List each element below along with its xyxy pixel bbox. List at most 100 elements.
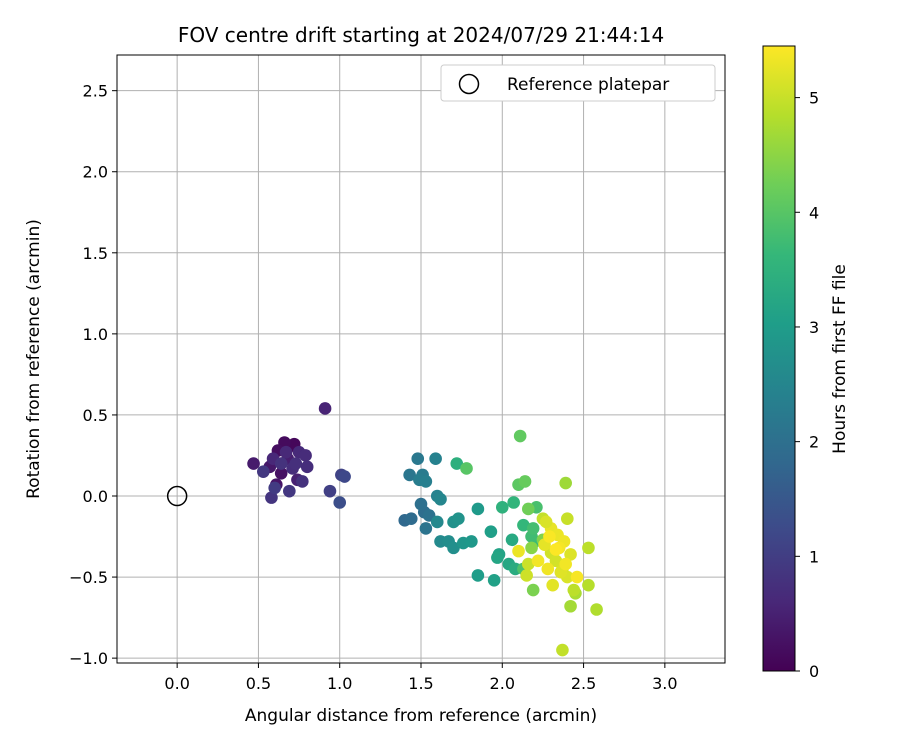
- data-point: [471, 569, 485, 582]
- data-point: [419, 522, 433, 535]
- data-point: [570, 570, 584, 584]
- y-tick-label: 1.5: [83, 244, 108, 263]
- data-point: [414, 497, 428, 511]
- x-axis-ticks: 0.0 0.5 1.0 1.5 2.0 2.5 3.0: [164, 663, 678, 693]
- data-point: [541, 562, 555, 576]
- data-point: [484, 525, 498, 538]
- x-tick-label: 2.0: [490, 674, 515, 693]
- x-tick-label: 0.0: [164, 674, 189, 693]
- colorbar-tick-label: 3: [809, 318, 819, 337]
- data-point: [531, 554, 545, 568]
- data-point: [543, 530, 556, 543]
- data-point: [549, 543, 563, 556]
- data-point: [465, 535, 478, 548]
- data-point: [265, 491, 278, 504]
- data-point: [559, 557, 572, 571]
- data-point: [556, 643, 569, 657]
- data-point: [512, 544, 525, 558]
- y-tick-label: −1.0: [69, 649, 108, 668]
- data-point: [247, 457, 260, 470]
- data-point: [283, 484, 296, 498]
- colorbar-label: Hours from first FF file: [830, 264, 850, 454]
- y-tick-label: −0.5: [69, 568, 108, 587]
- data-point: [513, 429, 527, 443]
- grid-lines: [117, 55, 725, 663]
- y-tick-label: 2.5: [83, 82, 108, 101]
- y-tick-label: 0.5: [83, 406, 108, 425]
- data-point: [520, 569, 533, 582]
- data-point: [299, 449, 312, 462]
- data-point: [521, 502, 535, 516]
- y-axis-label: Rotation from reference (arcmin): [24, 219, 44, 499]
- data-point: [419, 475, 433, 488]
- data-point: [268, 481, 281, 495]
- data-point: [505, 533, 519, 547]
- plot-area: [116, 54, 726, 664]
- x-tick-label: 1.0: [327, 674, 352, 693]
- legend-box: [440, 64, 716, 102]
- data-point: [296, 475, 309, 488]
- data-point: [526, 522, 540, 535]
- data-point: [411, 452, 425, 466]
- data-point: [507, 496, 520, 509]
- data-point: [526, 583, 540, 597]
- y-tick-label: 1.0: [83, 325, 108, 344]
- colorbar-tick-label: 4: [809, 203, 819, 222]
- y-axis-ticks: −1.0 −0.5 0.0 0.5 1.0 1.5 2.0 2.5: [69, 82, 117, 668]
- data-point: [430, 515, 444, 529]
- colorbar-tick-label: 2: [809, 433, 819, 452]
- data-point: [525, 541, 538, 555]
- colorbar-gradient: [762, 45, 796, 672]
- data-point: [450, 457, 464, 470]
- data-point: [495, 501, 509, 514]
- data-point: [491, 551, 504, 564]
- data-point: [333, 496, 347, 509]
- data-point: [429, 452, 442, 466]
- data-point: [564, 548, 577, 561]
- colorbar-ticks: 0 1 2 3 4 5: [795, 89, 819, 681]
- data-point: [546, 578, 559, 592]
- data-point: [460, 462, 473, 475]
- data-point: [487, 574, 501, 587]
- data-point: [582, 578, 595, 592]
- data-point: [274, 467, 288, 480]
- data-point: [289, 457, 303, 470]
- data-point: [559, 476, 572, 490]
- colorbar-tick-label: 1: [809, 547, 819, 566]
- data-points: [247, 402, 603, 657]
- x-tick-label: 1.5: [408, 674, 433, 693]
- data-point: [300, 460, 314, 474]
- data-point: [404, 512, 418, 526]
- chart-title: FOV centre drift starting at 2024/07/29 …: [178, 23, 664, 47]
- data-point: [582, 541, 595, 555]
- legend-entry-label: Reference platepar: [507, 75, 669, 95]
- x-tick-label: 0.5: [246, 674, 271, 693]
- legend-marker-icon: [458, 73, 480, 95]
- y-tick-label: 0.0: [83, 487, 108, 506]
- data-point: [447, 541, 460, 555]
- data-point: [452, 512, 465, 526]
- data-point: [517, 518, 530, 532]
- data-point: [338, 470, 351, 483]
- data-point: [590, 603, 603, 616]
- data-point: [539, 515, 553, 529]
- data-point: [521, 557, 535, 571]
- data-point: [274, 457, 288, 470]
- data-point: [564, 599, 577, 613]
- data-point: [434, 492, 447, 506]
- data-point: [471, 502, 485, 516]
- x-tick-label: 2.5: [571, 674, 596, 693]
- reference-point-marker: [166, 485, 188, 507]
- x-axis-label: Angular distance from reference (arcmin): [245, 706, 597, 726]
- x-tick-label: 3.0: [652, 674, 677, 693]
- data-point: [279, 445, 293, 459]
- data-point: [318, 402, 332, 415]
- data-point: [323, 484, 337, 498]
- legend: Reference platepar: [440, 64, 716, 102]
- data-point: [257, 465, 270, 478]
- data-point: [403, 468, 416, 482]
- colorbar: 0 1 2 3 4 5 Hours from first FF file: [762, 45, 850, 681]
- data-point: [567, 583, 581, 597]
- colorbar-tick-label: 5: [809, 89, 819, 108]
